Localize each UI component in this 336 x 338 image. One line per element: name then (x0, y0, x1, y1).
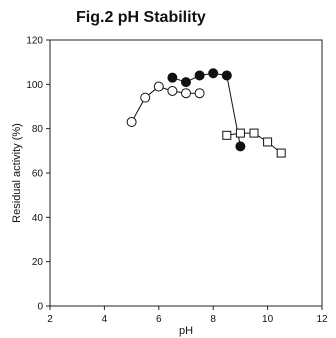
data-point-square (235, 128, 245, 138)
data-point-filled-circle (208, 68, 219, 79)
x-axis-label: pH (179, 325, 193, 337)
series-layer (126, 68, 286, 158)
y-tick-label: 0 (37, 302, 43, 313)
data-point-open-circle (181, 88, 191, 99)
data-point-open-circle (126, 117, 137, 128)
data-point-open-circle (167, 85, 178, 96)
y-axis-label: Residual activity (%) (11, 123, 23, 223)
y-tick-label: 80 (32, 124, 44, 135)
data-point-open-circle (140, 92, 151, 103)
data-point-square (249, 128, 259, 138)
x-tick-label: 10 (262, 314, 274, 325)
data-point-filled-circle (167, 72, 178, 83)
data-point-open-circle (153, 81, 164, 92)
x-tick-label: 4 (102, 314, 108, 325)
y-tick-label: 120 (26, 36, 43, 47)
data-point-filled-circle (235, 141, 246, 152)
data-point-filled-circle (181, 77, 191, 88)
x-tick-label: 2 (47, 314, 53, 325)
data-point-square (276, 148, 286, 158)
y-tick-label: 60 (32, 169, 44, 180)
data-point-square (263, 137, 273, 147)
data-point-filled-circle (194, 70, 205, 81)
y-tick-label: 40 (32, 213, 44, 224)
y-tick-label: 100 (26, 80, 43, 91)
x-tick-label: 8 (210, 314, 216, 325)
data-point-square (222, 130, 232, 140)
x-tick-label: 6 (156, 314, 162, 325)
data-point-filled-circle (221, 70, 232, 81)
x-tick-label: 12 (316, 314, 328, 325)
chart-title: Fig.2 pH Stability (76, 9, 206, 26)
data-point-open-circle (194, 88, 205, 99)
y-tick-label: 20 (32, 257, 44, 268)
